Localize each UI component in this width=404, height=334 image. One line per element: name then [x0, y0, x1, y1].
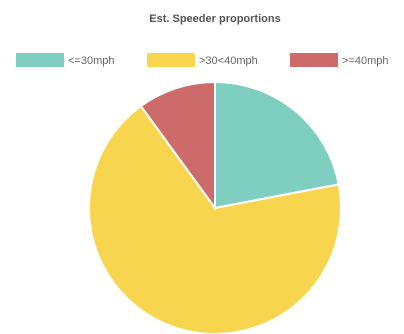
legend-swatch-2	[290, 53, 338, 67]
legend-item-2[interactable]: >=40mph	[290, 53, 388, 67]
legend-swatch-0	[16, 53, 64, 67]
pie-slices	[88, 80, 342, 334]
pie-slice-0[interactable]	[214, 80, 340, 210]
legend-label-0: <=30mph	[68, 55, 114, 67]
legend-item-0[interactable]: <=30mph	[16, 53, 114, 67]
pie-slice-2[interactable]	[139, 80, 216, 212]
legend-swatch-1	[147, 53, 195, 67]
chart-title: Est. Speeder proportions	[149, 13, 280, 25]
legend-label-2: >=40mph	[342, 55, 388, 67]
legend: <=30mph >30<40mph >=40mph	[16, 53, 388, 67]
legend-item-1[interactable]: >30<40mph	[147, 53, 258, 67]
legend-label-1: >30<40mph	[199, 55, 258, 67]
pie-slice-1[interactable]	[88, 104, 342, 334]
